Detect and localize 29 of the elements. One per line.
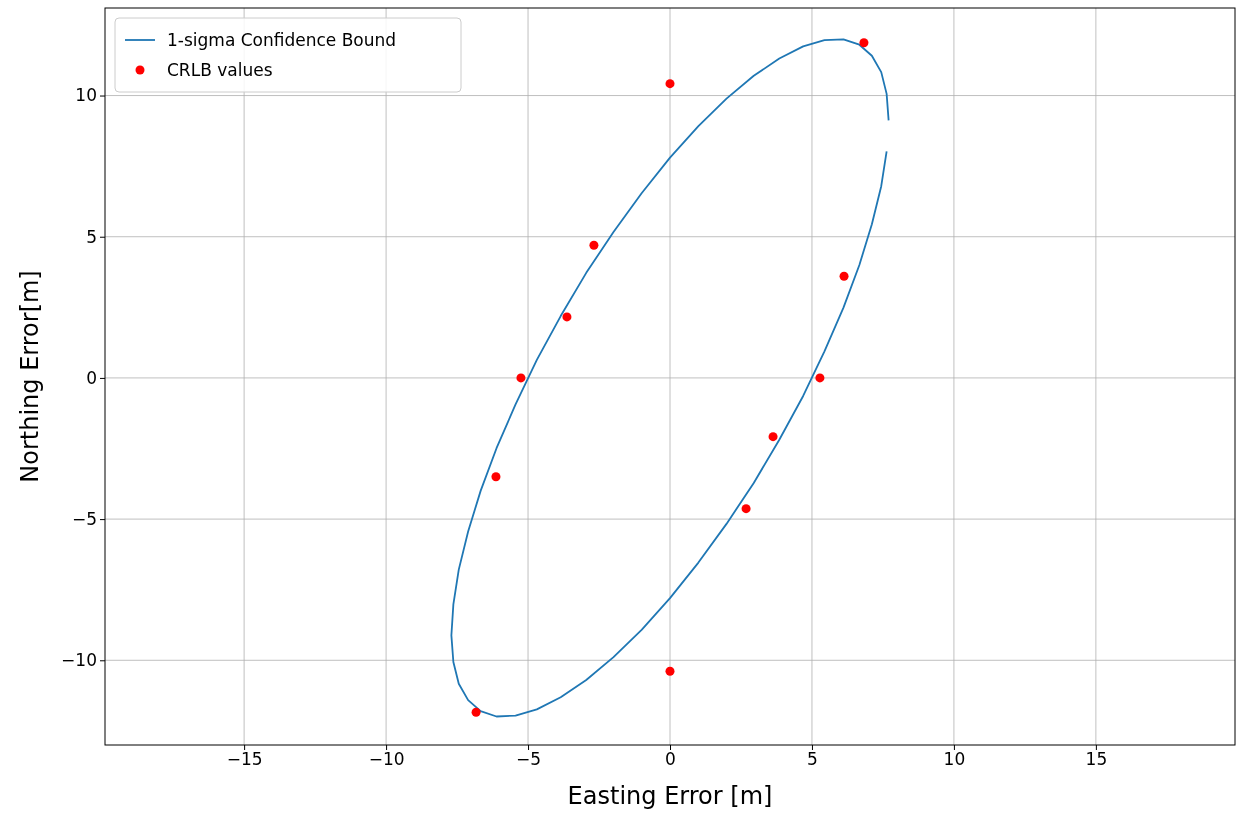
- point: [839, 271, 849, 281]
- y-tick-label: 5: [86, 226, 97, 247]
- point: [859, 38, 869, 48]
- x-axis-title: Easting Error [m]: [567, 782, 773, 810]
- legend-label: 1-sigma Confidence Bound: [167, 30, 397, 50]
- x-tick-label: 0: [665, 749, 676, 770]
- y-tick-label: 10: [75, 85, 97, 106]
- x-tick-label: 15: [1085, 749, 1108, 770]
- line-series: [450, 38, 890, 718]
- point: [562, 312, 572, 322]
- legend-label: CRLB values: [167, 60, 273, 80]
- x-tick-label: −15: [226, 749, 263, 770]
- point: [665, 79, 675, 89]
- y-tick-label: 0: [86, 367, 97, 388]
- y-tick-label: −10: [61, 650, 97, 671]
- x-tick-label: −10: [368, 749, 405, 770]
- point: [516, 373, 526, 383]
- x-tick-label: 10: [943, 749, 966, 770]
- y-tick-label: −5: [71, 509, 97, 530]
- point: [815, 373, 825, 383]
- point: [491, 472, 501, 482]
- point: [589, 240, 599, 250]
- point: [741, 504, 751, 514]
- point: [471, 707, 481, 717]
- y-axis-title: Northing Error[m]: [16, 270, 44, 483]
- point: [768, 432, 778, 442]
- x-tick-label: 5: [807, 749, 818, 770]
- x-tick-label: −5: [516, 749, 542, 770]
- point: [665, 666, 675, 676]
